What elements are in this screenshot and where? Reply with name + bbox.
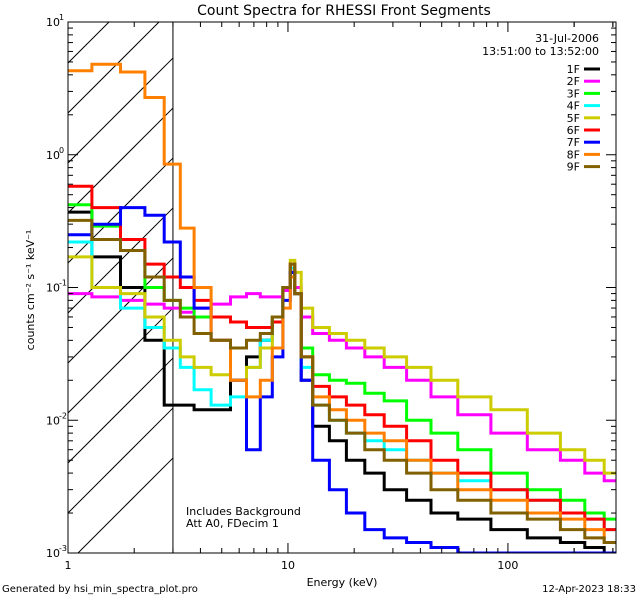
x-tick-label: 10 xyxy=(281,559,295,572)
hatch-line xyxy=(68,22,110,64)
footer-generated-by: Generated by hsi_min_spectra_plot.pro xyxy=(2,584,198,595)
hatch-line xyxy=(68,307,174,414)
hatch-line xyxy=(77,457,174,553)
y-tick-exponent: -1 xyxy=(59,279,67,288)
hatch-line xyxy=(68,57,174,164)
y-tick-label: 10 xyxy=(46,16,60,29)
y-tick-exponent: 0 xyxy=(59,146,64,155)
hatch-line xyxy=(68,22,160,114)
x-tick-label: 1 xyxy=(65,559,72,572)
y-tick-label: 10 xyxy=(46,547,60,560)
annotation-background: Includes Background xyxy=(186,505,301,518)
hatched-region xyxy=(68,22,174,553)
footer-timestamp: 12-Apr-2023 18:33 xyxy=(542,584,636,595)
legend-label-2F: 2F xyxy=(567,75,580,88)
legend-label-9F: 9F xyxy=(567,161,580,174)
y-axis-label: counts cm⁻² s⁻¹ keV⁻¹ xyxy=(24,230,37,351)
legend-label-6F: 6F xyxy=(567,124,580,137)
time-range-label: 13:51:00 to 13:52:00 xyxy=(482,45,599,58)
legend-label-1F: 1F xyxy=(567,63,580,76)
y-tick-exponent: -2 xyxy=(59,411,67,420)
series-group xyxy=(68,62,616,553)
series-line-9F xyxy=(68,218,616,544)
y-tick-label: 10 xyxy=(46,149,60,162)
series-line-5F xyxy=(68,255,616,475)
chart-title: Count Spectra for RHESSI Front Segments xyxy=(197,3,491,19)
y-tick-label: 10 xyxy=(46,282,60,295)
annotation-attenuator: Att A0, FDecim 1 xyxy=(186,517,279,530)
legend-label-8F: 8F xyxy=(567,148,580,161)
legend-label-4F: 4F xyxy=(567,100,580,113)
hatch-line xyxy=(68,407,174,514)
legend-label-3F: 3F xyxy=(567,87,580,100)
y-tick-label: 10 xyxy=(46,414,60,427)
legend-label-7F: 7F xyxy=(567,136,580,149)
hatch-line xyxy=(68,107,174,214)
x-tick-label: 100 xyxy=(497,559,518,572)
hatch-line xyxy=(68,357,174,464)
legend-label-5F: 5F xyxy=(567,112,580,125)
x-axis-label: Energy (keV) xyxy=(307,576,378,589)
date-label: 31-Jul-2006 xyxy=(535,32,599,45)
y-tick-exponent: 1 xyxy=(59,13,64,22)
y-tick-exponent: -3 xyxy=(59,544,67,553)
